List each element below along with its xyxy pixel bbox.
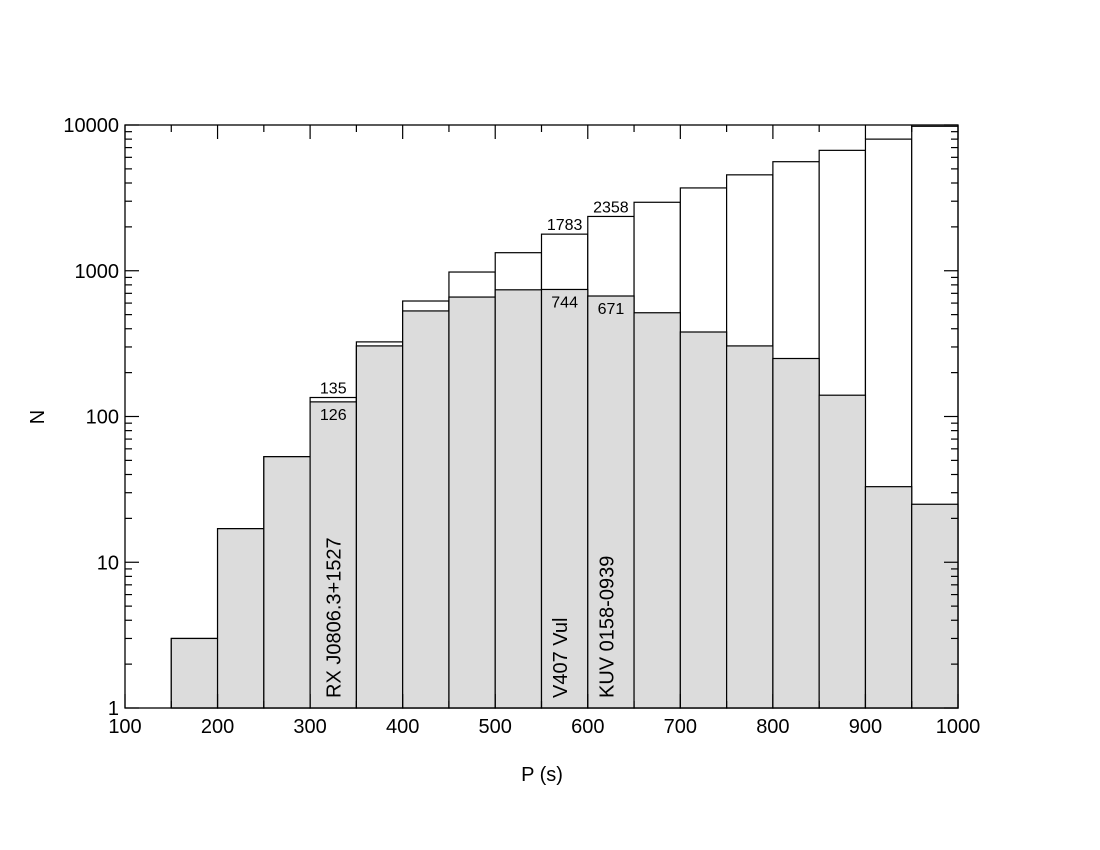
bar-value-label: 135 bbox=[320, 381, 347, 398]
filled-bar bbox=[448, 296, 496, 709]
x-tick-label: 800 bbox=[756, 716, 789, 738]
filled-bar bbox=[170, 637, 219, 709]
x-tick-label: 900 bbox=[849, 716, 882, 738]
x-tick-label: 400 bbox=[386, 716, 419, 738]
x-tick-label: 1000 bbox=[936, 716, 981, 738]
y-tick-labels: 1 10 100 1000 10000 bbox=[63, 115, 119, 720]
filled-bar bbox=[772, 357, 820, 709]
bar-value-labels: 135 126 1783 744 2358 671 bbox=[320, 199, 629, 423]
filled-bar bbox=[263, 456, 311, 709]
source-annotation: V407 Vul bbox=[550, 618, 572, 698]
y-tick-label: 10 bbox=[97, 552, 119, 574]
filled-bar bbox=[818, 394, 867, 709]
bar-value-label: 2358 bbox=[593, 199, 629, 216]
y-tick-label: 100 bbox=[86, 407, 119, 429]
x-axis-label: P (s) bbox=[521, 764, 563, 786]
filled-bar bbox=[726, 345, 774, 709]
filled-bars bbox=[170, 288, 959, 709]
x-tick-labels: 100 200 300 400 500 600 700 800 900 1000 bbox=[108, 716, 980, 738]
filled-bar bbox=[494, 289, 543, 709]
y-tick-label: 1000 bbox=[75, 261, 120, 283]
filled-bar bbox=[355, 345, 404, 709]
source-annotation: KUV 0158-0939 bbox=[596, 556, 618, 698]
x-tick-label: 300 bbox=[293, 716, 326, 738]
plot-frame bbox=[124, 124, 959, 709]
bar-value-label: 1783 bbox=[547, 217, 583, 234]
filled-bar bbox=[864, 486, 913, 709]
x-tick-label: 100 bbox=[108, 716, 141, 738]
x-tick-label: 700 bbox=[664, 716, 697, 738]
filled-bar bbox=[633, 312, 681, 709]
x-tick-label: 200 bbox=[201, 716, 234, 738]
filled-bar bbox=[216, 528, 265, 709]
filled-bar bbox=[309, 401, 357, 709]
source-annotation: RX J0806.3+1527 bbox=[323, 537, 345, 698]
filled-bar bbox=[402, 310, 450, 709]
y-axis-label: N bbox=[27, 410, 49, 424]
y-tick-label: 10000 bbox=[63, 115, 119, 137]
y-tick-label: 1 bbox=[108, 698, 119, 720]
x-tick-label: 500 bbox=[479, 716, 512, 738]
source-annotations: RX J0806.3+1527 V407 Vul KUV 0158-0939 bbox=[323, 537, 618, 698]
bar-value-label: 126 bbox=[320, 407, 347, 424]
bar-value-label: 744 bbox=[551, 294, 578, 311]
x-tick-label: 600 bbox=[571, 716, 604, 738]
filled-bar bbox=[679, 331, 728, 709]
filled-bar bbox=[587, 295, 635, 709]
bar-value-label: 671 bbox=[598, 301, 625, 318]
